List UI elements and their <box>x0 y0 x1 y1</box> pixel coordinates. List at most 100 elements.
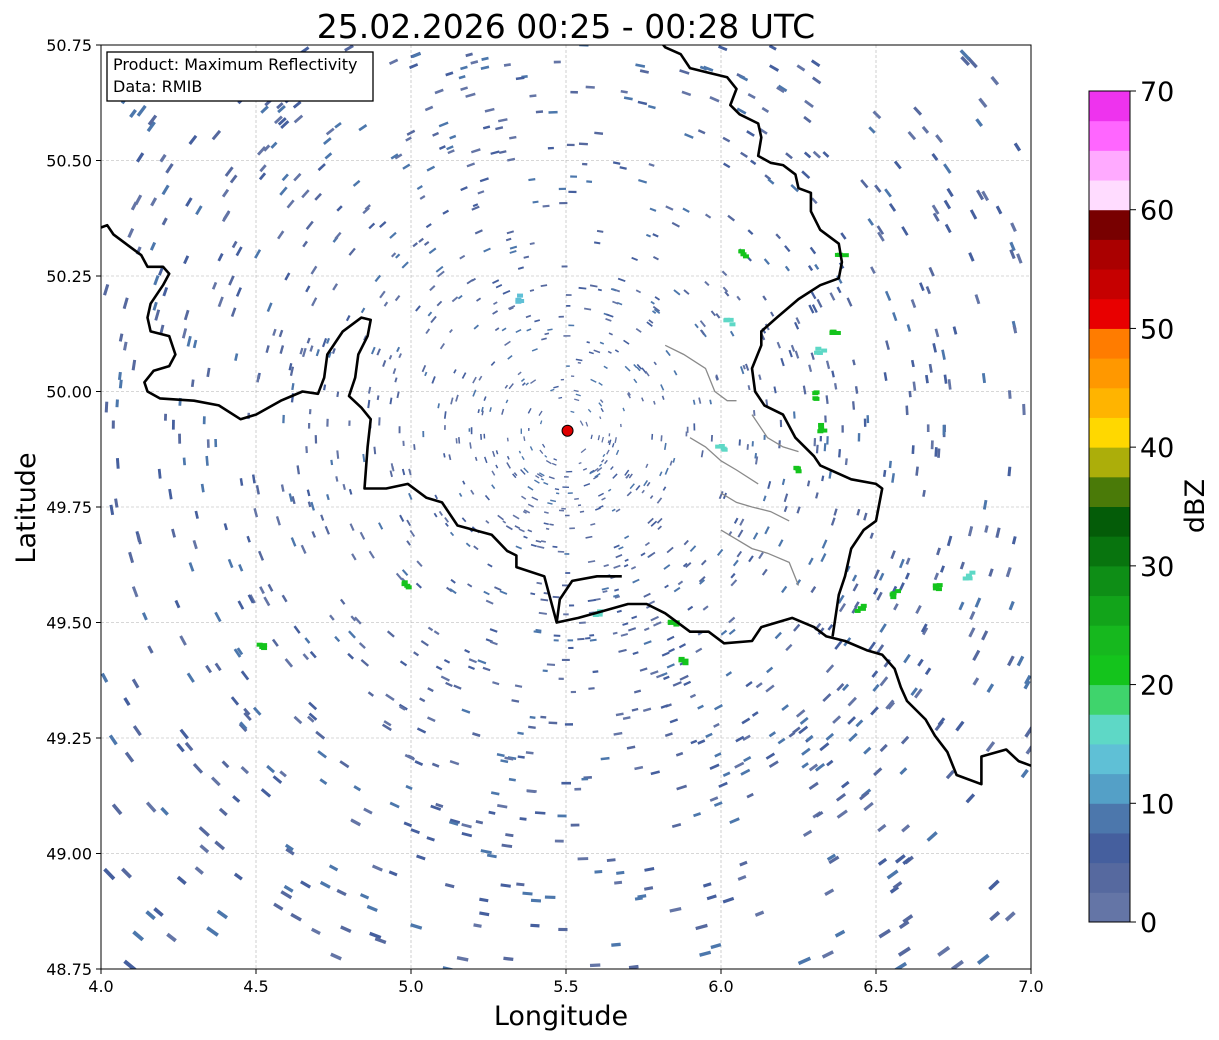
echo-gate <box>884 290 892 302</box>
echo-gate <box>646 481 651 487</box>
echo-gate <box>539 420 543 425</box>
echo-gate <box>423 241 430 246</box>
echo-gate <box>263 144 271 152</box>
echo-gate <box>240 670 250 681</box>
echo-gate <box>279 770 287 778</box>
echo-gate <box>530 592 536 596</box>
echo-gate <box>114 498 119 508</box>
echo-gate <box>599 416 602 420</box>
echo-gate <box>419 697 426 703</box>
colorbar-swatch <box>1089 595 1130 626</box>
echo-gate <box>444 517 450 523</box>
echo-gate <box>813 438 817 447</box>
echo-gate <box>677 580 684 586</box>
echo-gate <box>601 436 604 443</box>
echo-gate <box>590 522 596 526</box>
echo-gate <box>413 444 416 450</box>
echo-gate <box>574 787 582 791</box>
echo-gate <box>473 923 482 928</box>
echo-gate <box>443 453 446 458</box>
echo-gate <box>305 446 308 454</box>
echo-gate <box>915 604 922 615</box>
echo-gate <box>669 906 682 913</box>
echo-gate <box>548 110 558 114</box>
echo-gate <box>1008 600 1015 611</box>
echo-gate <box>439 342 445 350</box>
echo-gate <box>540 478 544 481</box>
echo-gate <box>598 382 603 386</box>
echo-gate <box>573 389 579 393</box>
echo-gate <box>563 335 571 337</box>
echo-gate <box>556 492 560 495</box>
echo-gate <box>402 440 405 447</box>
echo-gate <box>910 359 915 368</box>
echo-gate <box>145 910 156 921</box>
cell-gate <box>962 576 969 581</box>
echo-gate <box>660 384 665 391</box>
echo-gate <box>871 670 879 678</box>
echo-gate <box>599 399 604 403</box>
echo-gate <box>968 252 975 262</box>
echo-gate <box>946 187 954 198</box>
echo-gate <box>168 488 173 500</box>
echo-gate <box>732 559 739 567</box>
echo-gate <box>663 675 670 681</box>
cell-gate <box>723 318 730 323</box>
echo-gate <box>535 539 542 543</box>
echo-gate <box>746 444 749 450</box>
cell-gate <box>261 646 268 651</box>
echo-gate <box>221 188 230 198</box>
echo-gate <box>981 190 990 202</box>
echo-gate <box>334 635 341 643</box>
echo-gate <box>449 134 457 140</box>
echo-gate <box>822 693 832 703</box>
echo-gate <box>622 716 631 721</box>
echo-gate <box>517 371 522 376</box>
echo-gate <box>186 672 195 683</box>
echo-gate <box>178 433 182 444</box>
echo-gate <box>728 628 736 636</box>
echo-gate <box>702 605 709 611</box>
echo-gate <box>123 697 131 707</box>
echo-gate <box>451 296 459 303</box>
cell-gate <box>729 322 736 327</box>
echo-gate <box>828 855 840 865</box>
echo-gate <box>673 586 681 593</box>
echo-gate <box>366 904 378 913</box>
echo-gate <box>230 696 240 706</box>
echo-gate <box>619 166 627 170</box>
echo-gate <box>589 470 595 475</box>
echo-gate <box>359 893 370 900</box>
colorbar-swatch <box>1089 565 1130 597</box>
cell-gate <box>834 330 841 335</box>
echo-gate <box>101 672 109 683</box>
echo-gate <box>518 450 522 454</box>
echo-gate <box>472 203 479 208</box>
convective-cell <box>723 317 736 327</box>
echo-gate <box>251 474 256 484</box>
echo-gate <box>664 732 673 738</box>
echo-gate <box>517 755 525 759</box>
echo-gate <box>958 601 965 611</box>
echo-gate <box>367 399 371 409</box>
echo-gate <box>808 763 819 772</box>
echo-gate <box>574 497 579 501</box>
echo-gate <box>568 324 575 327</box>
echo-gate <box>868 126 876 134</box>
echo-gate <box>491 470 496 476</box>
echo-gate <box>887 701 896 710</box>
echo-gate <box>937 448 941 458</box>
echo-gate <box>902 914 914 924</box>
echo-gate <box>614 588 620 592</box>
echo-gate <box>496 753 505 758</box>
echo-gate <box>894 961 908 969</box>
echo-gate <box>898 582 905 591</box>
echo-gate <box>534 479 540 484</box>
echo-gate <box>785 152 793 160</box>
echo-gate <box>600 407 604 413</box>
echo-gate <box>509 135 517 140</box>
echo-gate <box>767 480 772 490</box>
echo-gate <box>470 148 481 154</box>
echo-gate <box>548 476 555 480</box>
echo-gate <box>722 286 729 293</box>
